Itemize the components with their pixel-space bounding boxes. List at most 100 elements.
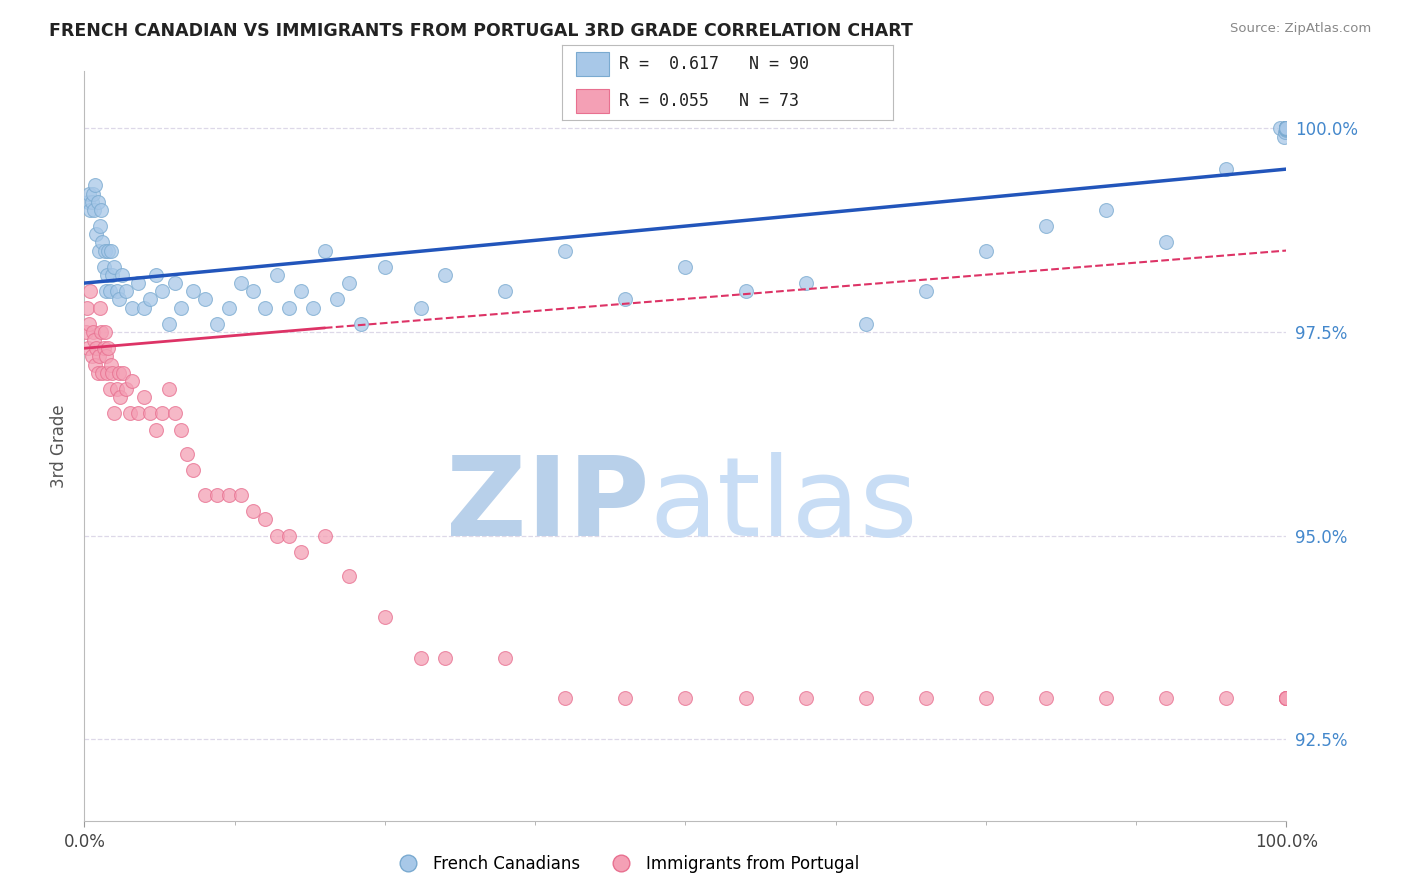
- Point: [1275, 121, 1298, 136]
- Text: ZIP: ZIP: [446, 452, 650, 559]
- Point: [253, 512, 276, 526]
- Point: [242, 285, 264, 299]
- Point: [1275, 121, 1298, 136]
- Point: [915, 285, 938, 299]
- Point: [121, 374, 143, 388]
- Point: [326, 293, 349, 307]
- Point: [94, 325, 117, 339]
- Point: [91, 235, 114, 250]
- Point: [1275, 121, 1298, 136]
- Point: [134, 301, 156, 315]
- Point: [77, 317, 100, 331]
- Point: [96, 268, 118, 282]
- Point: [87, 350, 110, 364]
- Point: [169, 423, 191, 437]
- Point: [1275, 121, 1298, 136]
- Point: [1035, 691, 1057, 706]
- Point: [1272, 129, 1295, 144]
- Point: [84, 178, 107, 193]
- Text: FRENCH CANADIAN VS IMMIGRANTS FROM PORTUGAL 3RD GRADE CORRELATION CHART: FRENCH CANADIAN VS IMMIGRANTS FROM PORTU…: [49, 22, 912, 40]
- Point: [301, 301, 323, 315]
- Point: [101, 366, 124, 380]
- Point: [90, 202, 112, 217]
- Point: [1275, 121, 1298, 136]
- Point: [84, 358, 107, 372]
- Point: [105, 285, 128, 299]
- Point: [82, 325, 104, 339]
- Point: [494, 285, 516, 299]
- Point: [77, 194, 100, 209]
- Point: [1275, 121, 1298, 136]
- Point: [350, 317, 373, 331]
- Point: [1275, 121, 1298, 136]
- Point: [77, 186, 100, 201]
- Point: [218, 488, 240, 502]
- Point: [434, 268, 457, 282]
- Point: [97, 341, 120, 355]
- Point: [242, 504, 264, 518]
- Point: [139, 293, 162, 307]
- Point: [855, 317, 877, 331]
- Point: [76, 301, 98, 315]
- Point: [1275, 121, 1298, 136]
- Point: [374, 610, 396, 624]
- Point: [1275, 121, 1298, 136]
- Point: [94, 244, 117, 258]
- Point: [409, 301, 432, 315]
- Text: atlas: atlas: [650, 452, 918, 559]
- Point: [91, 366, 114, 380]
- Point: [96, 366, 118, 380]
- Point: [181, 285, 204, 299]
- Point: [1095, 691, 1118, 706]
- Text: Source: ZipAtlas.com: Source: ZipAtlas.com: [1230, 22, 1371, 36]
- Point: [134, 390, 156, 404]
- Point: [794, 691, 817, 706]
- Point: [86, 366, 108, 380]
- Point: [794, 276, 817, 290]
- Point: [176, 447, 198, 461]
- Point: [314, 244, 336, 258]
- FancyBboxPatch shape: [575, 52, 609, 77]
- Point: [675, 691, 697, 706]
- Point: [111, 366, 134, 380]
- Point: [229, 488, 252, 502]
- Point: [86, 194, 108, 209]
- Point: [83, 202, 105, 217]
- Point: [108, 293, 131, 307]
- Point: [79, 202, 101, 217]
- Point: [554, 691, 576, 706]
- Point: [152, 285, 174, 299]
- Point: [93, 260, 115, 274]
- Point: [86, 227, 108, 242]
- Point: [1275, 691, 1298, 706]
- Point: [1275, 121, 1298, 136]
- Point: [75, 325, 97, 339]
- Point: [277, 528, 299, 542]
- Point: [89, 301, 111, 315]
- Point: [97, 244, 120, 258]
- FancyBboxPatch shape: [575, 88, 609, 112]
- Point: [229, 276, 252, 290]
- Point: [80, 194, 103, 209]
- Point: [1275, 121, 1298, 136]
- Point: [100, 244, 122, 258]
- Point: [1275, 121, 1298, 136]
- Point: [163, 276, 186, 290]
- Point: [337, 569, 360, 583]
- Point: [98, 382, 121, 396]
- Point: [1035, 219, 1057, 233]
- Point: [169, 301, 191, 315]
- Point: [277, 301, 299, 315]
- Point: [614, 293, 637, 307]
- Point: [157, 317, 180, 331]
- Point: [157, 382, 180, 396]
- Point: [121, 301, 143, 315]
- Point: [1275, 691, 1298, 706]
- Point: [163, 406, 186, 420]
- Point: [1275, 121, 1298, 136]
- Point: [1274, 125, 1296, 139]
- Point: [253, 301, 276, 315]
- Point: [974, 691, 997, 706]
- Point: [101, 268, 124, 282]
- Text: R = 0.055   N = 73: R = 0.055 N = 73: [619, 92, 799, 110]
